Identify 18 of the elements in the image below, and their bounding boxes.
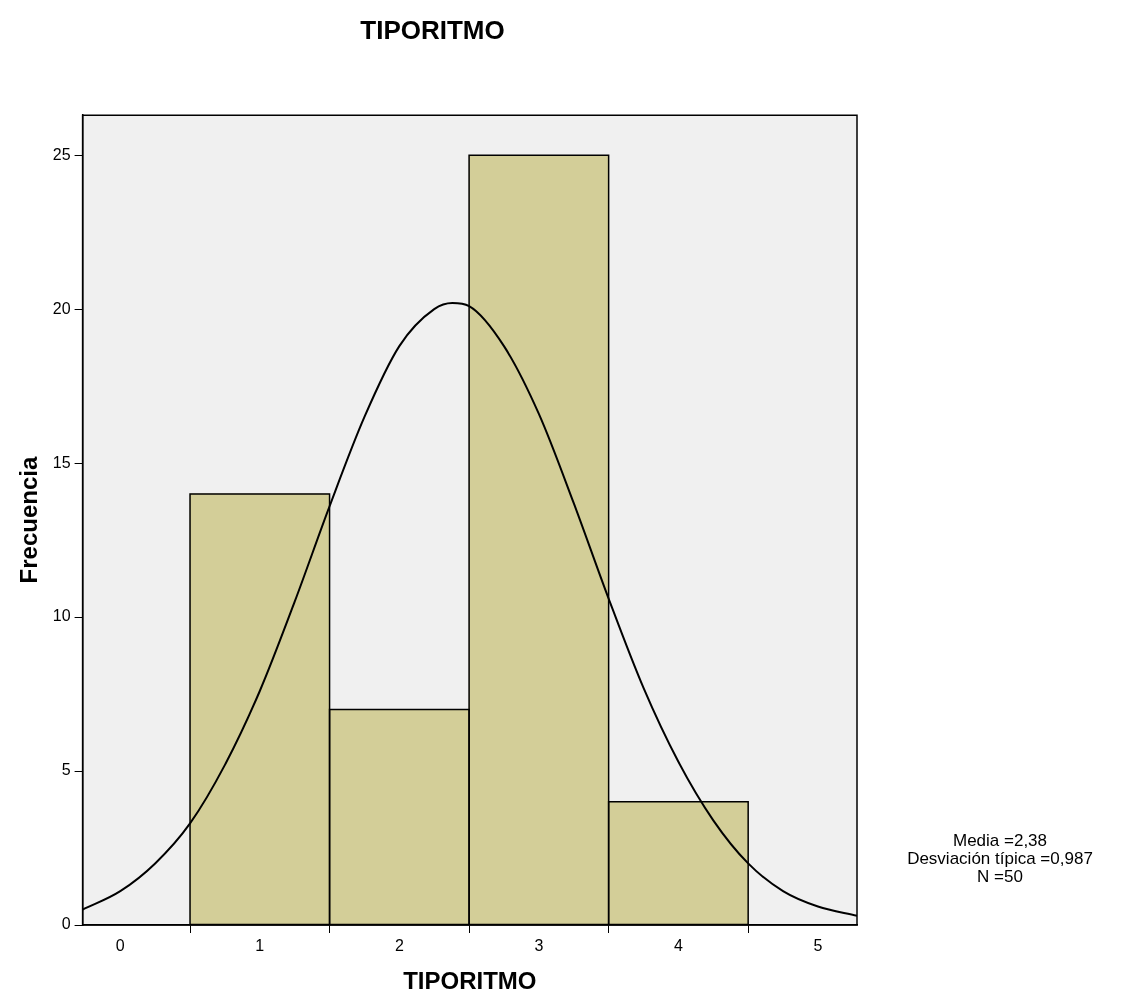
x-tick-label: 4 bbox=[673, 937, 683, 955]
text: N =50 bbox=[976, 867, 1024, 886]
text: Desviación típica =0,987 bbox=[906, 849, 1094, 868]
y-tick-label: 25 bbox=[52, 145, 71, 163]
text: Media =2,38 bbox=[951, 831, 1048, 850]
y-axis-title: Frecuencia bbox=[15, 456, 43, 584]
x-tick-label: 0 bbox=[115, 937, 125, 955]
y-tick-label: 20 bbox=[52, 299, 71, 317]
x-tick-label: 5 bbox=[813, 937, 823, 955]
y-tick-label: 5 bbox=[61, 761, 71, 779]
y-tick-label: 0 bbox=[61, 915, 71, 933]
x-tick-label: 2 bbox=[394, 937, 404, 955]
chart-title: TIPORITMO bbox=[360, 14, 505, 45]
x-axis-title: TIPORITMO bbox=[403, 967, 537, 995]
y-tick-label: 10 bbox=[52, 607, 71, 625]
y-tick-label: 15 bbox=[52, 453, 71, 471]
x-tick-label: 1 bbox=[255, 937, 265, 955]
x-tick-label: 3 bbox=[534, 937, 544, 955]
